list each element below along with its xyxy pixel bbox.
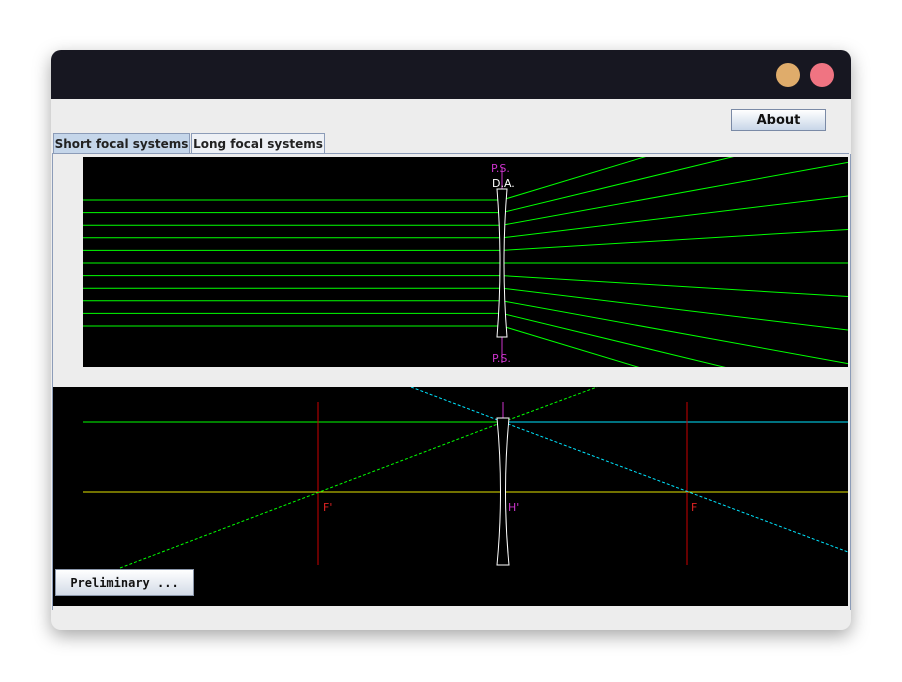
tab-long-focal-systems[interactable]: Long focal systems (191, 133, 325, 154)
minimize-button[interactable] (776, 63, 800, 87)
about-button[interactable]: About (731, 109, 826, 131)
ray-diagram: P.S. D.A. P.S. (83, 157, 848, 367)
refracted-ray (501, 325, 640, 367)
focal-construction-diagram: F' H' F (83, 387, 848, 569)
focal-construction-panel: F' H' F (53, 387, 848, 606)
refracted-green-ray (502, 387, 598, 423)
cyan-dashed-ray-in (410, 387, 504, 423)
refracted-ray (501, 161, 848, 226)
cyan-dashed-ray-out (502, 421, 848, 553)
diaphragm-label: D.A. (492, 177, 515, 190)
lens-shape-small (496, 417, 510, 566)
principal-point-label: H' (508, 501, 519, 514)
preliminary-button[interactable]: Preliminary ... (55, 569, 194, 596)
image-focus-label: F' (323, 501, 332, 514)
incident-rays (83, 157, 848, 367)
principal-plane-label-top: P.S. (491, 162, 510, 175)
refracted-ray (501, 157, 646, 201)
app-window: About Short focal systems Long focal sys… (51, 50, 851, 630)
virtual-green-ray (119, 421, 504, 569)
refracted-ray (501, 287, 848, 331)
refracted-ray (501, 195, 848, 239)
refracted-ray (501, 300, 848, 365)
refracted-ray (501, 275, 848, 298)
tab-divider (52, 153, 849, 154)
ray-diagram-panel: P.S. D.A. P.S. (83, 157, 848, 367)
lens-shape (496, 188, 508, 338)
close-button[interactable] (810, 63, 834, 87)
refracted-ray (501, 157, 734, 214)
principal-plane-label-bottom: P.S. (492, 352, 511, 365)
refracted-ray (501, 312, 726, 367)
title-bar (51, 50, 851, 99)
tab-short-focal-systems[interactable]: Short focal systems (53, 133, 190, 154)
refracted-ray (501, 228, 848, 251)
object-focus-label: F (691, 501, 697, 514)
